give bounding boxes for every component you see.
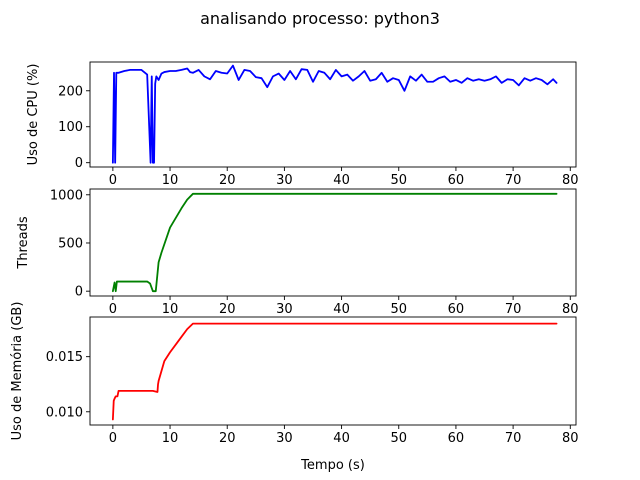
axes-frame <box>89 188 577 297</box>
x-tick-label: 40 <box>333 302 350 317</box>
subplot-1: 0 10 20 30 40 50 60 70 80 0 100 200 Uso de CPU (%) <box>26 61 579 188</box>
x-tick-label: 10 <box>162 302 179 317</box>
y-tick-label: 500 <box>58 236 83 251</box>
y-tick-label: 1000 <box>50 188 83 203</box>
series-line-3-1 <box>111 322 558 421</box>
x-tick-label: 0 <box>109 302 117 317</box>
x-tick-label: 50 <box>390 173 407 188</box>
x-tick-label: 20 <box>219 173 236 188</box>
x-tick-label: 40 <box>333 173 350 188</box>
y-axis-label: Threads <box>16 216 31 269</box>
x-tick-label: 10 <box>162 431 179 446</box>
x-tick-label: 0 <box>109 431 117 446</box>
x-tick-label: 70 <box>505 302 522 317</box>
x-tick-label: 70 <box>505 173 522 188</box>
series-line-2-1 <box>111 192 558 293</box>
x-tick-label: 20 <box>219 431 236 446</box>
x-tick-label: 20 <box>219 302 236 317</box>
axes-frame <box>89 316 577 426</box>
x-axis-label: Tempo (s) <box>300 458 365 473</box>
y-axis-label: Uso de Memória (GB) <box>10 302 25 441</box>
x-tick-label: 50 <box>390 431 407 446</box>
y-axis-label: Uso de CPU (%) <box>26 64 41 166</box>
y-tick-label: 0.010 <box>46 405 83 420</box>
x-tick-label: 50 <box>390 302 407 317</box>
x-tick-label: 30 <box>276 173 293 188</box>
x-tick-label: 60 <box>448 431 465 446</box>
y-tick-label: 100 <box>58 120 83 135</box>
y-tick-label: 200 <box>58 84 83 99</box>
x-tick-label: 70 <box>505 431 522 446</box>
x-tick-label: 80 <box>562 431 579 446</box>
y-tick-label: 0 <box>75 156 83 171</box>
axes-frame <box>89 61 577 168</box>
subplot-3: 0 10 20 30 40 50 60 70 80 0.010 0.015 Uso de Memóri… <box>10 302 579 473</box>
x-tick-label: 60 <box>448 302 465 317</box>
x-tick-label: 80 <box>562 302 579 317</box>
x-tick-label: 30 <box>276 302 293 317</box>
x-tick-label: 80 <box>562 173 579 188</box>
x-tick-label: 40 <box>333 431 350 446</box>
y-tick-label: 0.015 <box>46 350 83 365</box>
subplot-2: 0 10 20 30 40 50 60 70 80 0 500 1000 Threads <box>16 188 579 317</box>
x-tick-label: 30 <box>276 431 293 446</box>
series-line-1-1 <box>111 64 558 164</box>
x-tick-label: 10 <box>162 173 179 188</box>
figure-title: analisando processo: python3 <box>200 9 440 28</box>
x-tick-label: 0 <box>109 173 117 188</box>
y-tick-label: 0 <box>75 285 83 300</box>
x-tick-label: 60 <box>448 173 465 188</box>
